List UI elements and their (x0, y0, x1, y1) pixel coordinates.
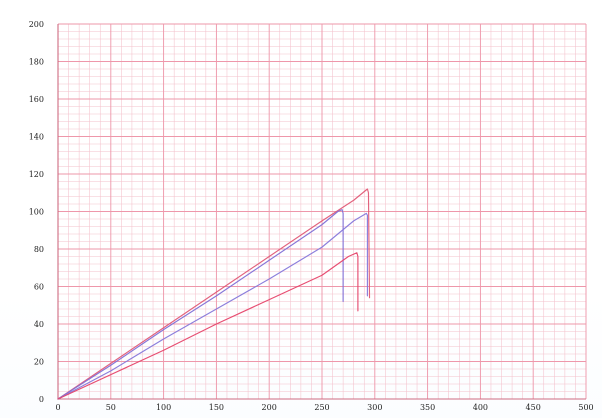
y-tick-label: 20 (34, 358, 44, 367)
y-tick-label: 0 (39, 395, 44, 404)
y-tick-label: 60 (34, 283, 44, 292)
chart-series-line-1 (57, 188, 371, 400)
x-tick-label: 400 (473, 403, 488, 412)
x-tick-label: 300 (367, 403, 382, 412)
x-tick-label: 50 (106, 403, 116, 412)
chart-axes (57, 24, 586, 400)
x-tick-label: 250 (314, 403, 329, 412)
y-tick-label: 180 (29, 58, 44, 67)
y-tick-label: 160 (29, 95, 44, 104)
chart-series-line-4 (57, 252, 359, 400)
x-tick-label: 150 (209, 403, 224, 412)
x-tick-label: 450 (526, 403, 541, 412)
x-tick-label: 100 (156, 403, 171, 412)
y-tick-label: 140 (29, 133, 44, 142)
y-tick-labels: 0 20 40 60 80 100 120 140 160 180 200 (29, 20, 44, 404)
y-tick-label: 40 (34, 320, 44, 329)
chart-series (57, 188, 371, 400)
chart-series-line-3 (57, 212, 368, 400)
y-tick-label: 200 (29, 20, 44, 29)
x-tick-label: 200 (262, 403, 277, 412)
x-tick-label: 500 (578, 403, 593, 412)
y-tick-label: 100 (29, 208, 44, 217)
x-tick-label: 350 (420, 403, 435, 412)
x-tick-label: 0 (55, 403, 60, 412)
chart-grid (57, 23, 587, 400)
y-tick-label: 120 (29, 170, 44, 179)
chart-series-line-2 (57, 209, 344, 400)
x-tick-labels: 0 50 100 150 200 250 300 350 400 450 500 (55, 403, 593, 412)
y-tick-label: 80 (34, 245, 44, 254)
